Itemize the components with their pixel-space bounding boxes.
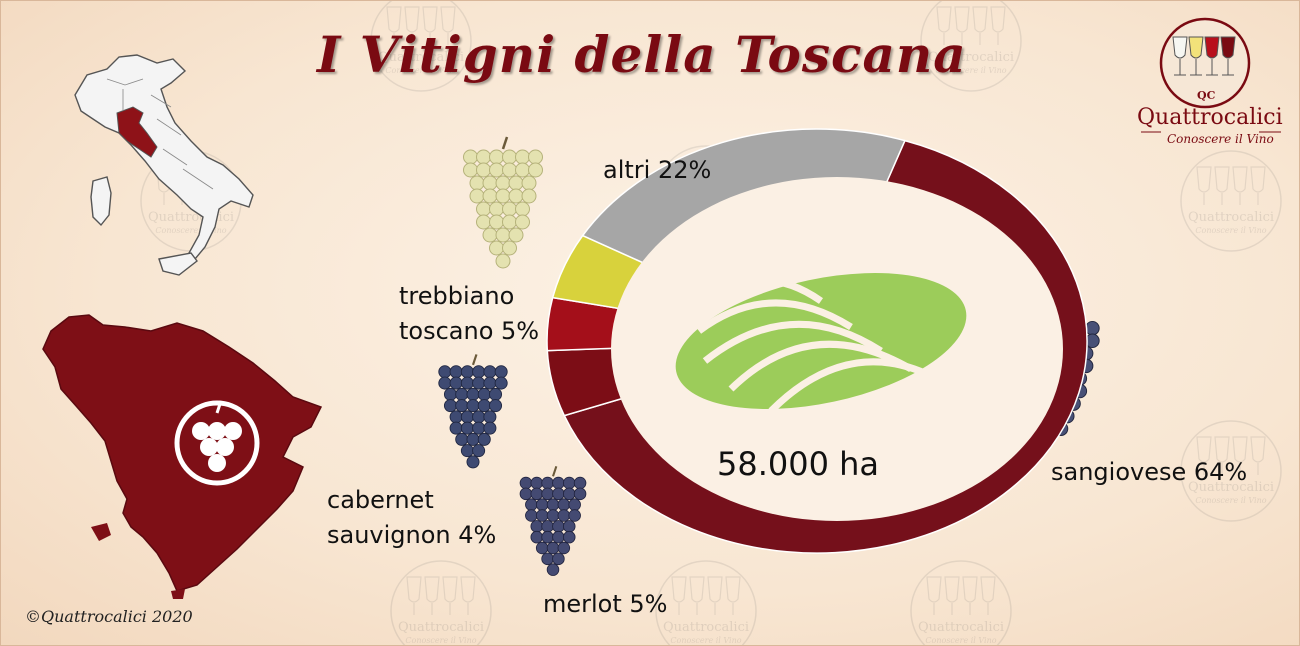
merlot-grape-icon — [519, 466, 587, 576]
grape-stem — [501, 136, 509, 150]
grape-berry — [472, 444, 486, 458]
brand-underline — [1141, 131, 1281, 133]
watermark-text: Quattrocalici — [398, 620, 484, 635]
watermark-tagline: Conoscere il Vino — [385, 66, 456, 75]
watermark-tagline: Conoscere il Vino — [405, 636, 476, 645]
watermark-tagline: Conoscere il Vino — [935, 66, 1006, 75]
grape-stem — [552, 466, 558, 477]
grape-berry — [489, 399, 503, 413]
brand-name: Quattrocalici — [1137, 105, 1283, 130]
grape-stem — [471, 354, 478, 366]
vineyard-icon — [675, 272, 967, 414]
watermark-text: Quattrocalici — [1188, 210, 1274, 225]
label-trebbiano-line1: trebbiano — [399, 282, 515, 310]
grape-berry — [477, 432, 491, 446]
watermark-tagline: Conoscere il Vino — [1195, 226, 1266, 235]
cabernet-grape-icon — [438, 354, 508, 469]
watermark-text: Quattrocalici — [918, 620, 1004, 635]
copyright: ©Quattrocalici 2020 — [25, 607, 193, 626]
label-sangiovese: sangiovese 64% — [1051, 458, 1248, 486]
watermark-text: Quattrocalici — [663, 620, 749, 635]
grape-berry — [508, 227, 524, 243]
watermark-tagline: Conoscere il Vino — [670, 636, 741, 645]
label-merlot: merlot 5% — [543, 590, 668, 618]
grape-berry — [552, 552, 565, 566]
grape-berry — [568, 509, 581, 522]
brand-tagline: Conoscere il Vino — [1167, 132, 1274, 146]
grape-berry — [521, 188, 537, 204]
watermark-text: Quattrocalici — [378, 50, 464, 65]
grape-berry — [546, 563, 560, 576]
trebbiano-grape-icon — [463, 136, 543, 269]
watermark-text: Quattrocalici — [1188, 480, 1274, 495]
grape-berry — [494, 376, 508, 390]
label-altri: altri 22% — [603, 156, 712, 184]
label-cabernet-line2: sauvignon 4% — [327, 521, 497, 549]
tuscany-map-icon — [42, 314, 323, 599]
grape-berry — [528, 162, 543, 178]
grape-berry — [573, 487, 587, 501]
page-title: I Vitigni della Toscana — [317, 25, 967, 84]
grape-berry — [502, 240, 517, 256]
watermark-tagline: Conoscere il Vino — [925, 636, 996, 645]
grape-berry — [515, 214, 530, 230]
center-label: 58.000 ha — [717, 445, 880, 483]
brand-monogram: QC — [1197, 89, 1216, 102]
label-trebbiano-line2: toscano 5% — [399, 317, 540, 345]
wine-glasses-icon — [1159, 17, 1251, 109]
label-cabernet-line1: cabernet — [327, 486, 434, 514]
grape-berry — [557, 541, 571, 555]
grape-cluster-icon — [192, 400, 242, 472]
grape-berry — [466, 455, 480, 469]
grape-berry — [483, 421, 497, 435]
grape-berry — [563, 530, 576, 544]
italy-map-icon — [74, 54, 254, 276]
watermark-text: Quattrocalici — [928, 50, 1014, 65]
grape-berry — [495, 253, 511, 269]
watermark-tagline: Conoscere il Vino — [155, 226, 226, 235]
watermark-tagline: Conoscere il Vino — [1195, 496, 1266, 505]
